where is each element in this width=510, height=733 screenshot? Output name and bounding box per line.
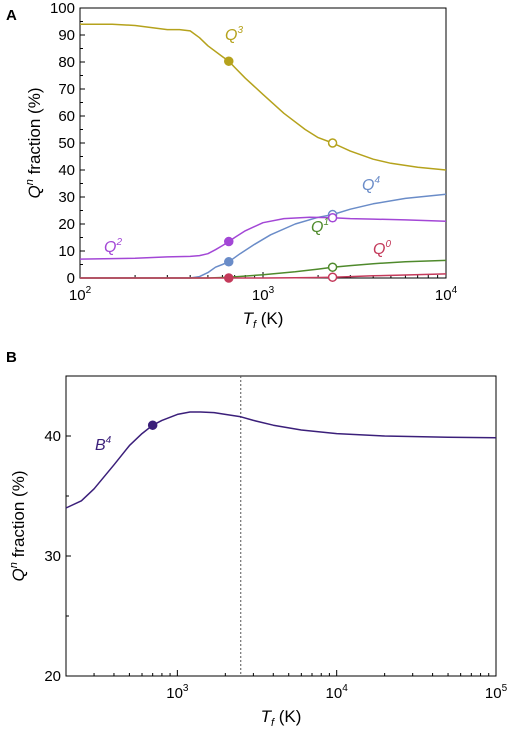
- panel-b-label: B: [6, 349, 17, 366]
- series-label-name: Q: [362, 177, 374, 194]
- series-label-sup: 4: [374, 175, 380, 186]
- panel-a-x-axis-title: Tf (K): [243, 309, 284, 331]
- x-tick-exp: 3: [183, 683, 189, 694]
- panel-a-y-axis-title: Qn fraction (%): [24, 88, 44, 199]
- x-tick-exp: 4: [342, 683, 348, 694]
- panel-b-ylabel-rest: fraction (%): [9, 471, 28, 563]
- x-tick-label: 104: [435, 285, 458, 304]
- series-marker: [224, 236, 234, 247]
- panel-b-x-axis: 103 104 105: [93, 670, 508, 702]
- y-tick-label: 50: [58, 135, 75, 152]
- series-line-q0: [80, 273, 447, 279]
- series-label: B4: [95, 435, 112, 454]
- panel-a-label: A: [6, 7, 17, 24]
- series-line-b4: [65, 411, 497, 509]
- y-tick-label: 30: [58, 189, 75, 206]
- panel-a-ylabel-rest: fraction (%): [25, 88, 44, 180]
- panel-b-series-labels: B4: [95, 435, 112, 454]
- series-label: Q0: [373, 239, 391, 258]
- series-marker: [327, 213, 338, 223]
- series-label: Q3: [225, 25, 243, 44]
- series-label-sup: 2: [115, 237, 122, 248]
- series-label-name: B: [95, 437, 106, 454]
- panel-a-xlabel-sub: f: [253, 319, 257, 331]
- y-tick-label: 40: [58, 162, 75, 179]
- x-tick-label: 103: [166, 683, 189, 702]
- y-tick-label: 20: [44, 668, 61, 685]
- panel-b-xlabel-sub: f: [271, 717, 275, 729]
- panel-b-y-axis: 20 30 40: [44, 428, 71, 685]
- panel-a-plot-frame: [79, 7, 447, 279]
- y-tick-label: 40: [44, 428, 61, 445]
- panel-b-ylabel-sup: n: [8, 562, 20, 568]
- x-tick-exp: 3: [269, 285, 275, 296]
- panel-a-ylabel-main: Q: [25, 185, 44, 198]
- x-tick-base: 10: [435, 287, 452, 304]
- series-label-sup: 3: [237, 25, 243, 36]
- panel-b-ylabel-main: Q: [9, 568, 28, 581]
- x-tick-exp: 4: [452, 285, 458, 296]
- series-line-q4: [80, 193, 447, 279]
- y-tick-label: 90: [58, 27, 75, 44]
- y-tick-label: 20: [58, 216, 75, 233]
- panel-a-y-axis: 0 10 20 30 40 50 60 70 80 90 100: [50, 0, 85, 287]
- x-tick-base: 10: [326, 685, 343, 702]
- series-label-sup: 0: [385, 239, 391, 250]
- y-tick-label: 80: [58, 54, 75, 71]
- series-label-name: Q: [225, 27, 237, 44]
- panel-a-x-axis: 102 103 104: [69, 272, 458, 304]
- series-label: Q2: [104, 237, 122, 256]
- x-tick-exp: 5: [502, 683, 508, 694]
- series-line-q3: [80, 23, 447, 171]
- y-tick-label: 60: [58, 108, 75, 125]
- series-marker: [327, 262, 338, 272]
- series-line-q2: [79, 216, 447, 260]
- panel-a-series: [79, 23, 447, 283]
- panel-b-x-axis-title: Tf (K): [261, 707, 302, 729]
- x-tick-label: 103: [252, 285, 275, 304]
- panel-b-y-axis-title: Qn fraction (%): [8, 471, 28, 582]
- panel-a-xlabel-main: T: [243, 309, 255, 328]
- panel-a-ylabel-sup: n: [24, 179, 36, 185]
- x-tick-base: 10: [69, 287, 86, 304]
- x-tick-label: 102: [69, 285, 92, 304]
- y-tick-label: 30: [44, 548, 61, 565]
- series-marker: [224, 56, 234, 66]
- series-marker: [224, 273, 234, 283]
- series-marker: [224, 257, 234, 267]
- y-tick-label: 10: [58, 243, 75, 260]
- series-label-sup: 1: [323, 217, 329, 228]
- panel-b-series: [65, 411, 497, 509]
- y-tick-label: 0: [67, 270, 75, 287]
- series-label-name: Q: [104, 239, 116, 256]
- series-label: Q1: [311, 217, 329, 236]
- panel-b-xlabel-unit: (K): [274, 707, 301, 726]
- series-label: Q4: [362, 175, 380, 194]
- series-label-name: Q: [373, 241, 385, 258]
- y-tick-label: 70: [58, 81, 75, 98]
- series-marker: [327, 138, 338, 148]
- x-tick-label: 105: [485, 683, 508, 702]
- x-tick-base: 10: [485, 685, 502, 702]
- x-tick-base: 10: [166, 685, 183, 702]
- series-marker: [147, 420, 158, 430]
- series-label-name: Q: [311, 219, 323, 236]
- y-tick-label: 100: [50, 0, 75, 17]
- x-tick-base: 10: [252, 287, 269, 304]
- panel-a-xlabel-unit: (K): [256, 309, 283, 328]
- panel-b-xlabel-main: T: [261, 707, 273, 726]
- series-marker: [327, 272, 338, 282]
- series-label-sup: 4: [106, 435, 112, 446]
- x-tick-exp: 2: [86, 285, 92, 296]
- panel-b-plot-frame: [65, 375, 497, 677]
- x-tick-label: 104: [326, 683, 349, 702]
